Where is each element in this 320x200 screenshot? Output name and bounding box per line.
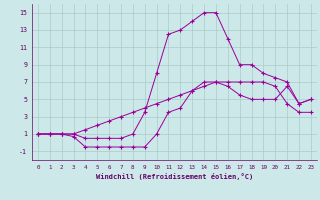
X-axis label: Windchill (Refroidissement éolien,°C): Windchill (Refroidissement éolien,°C) xyxy=(96,173,253,180)
